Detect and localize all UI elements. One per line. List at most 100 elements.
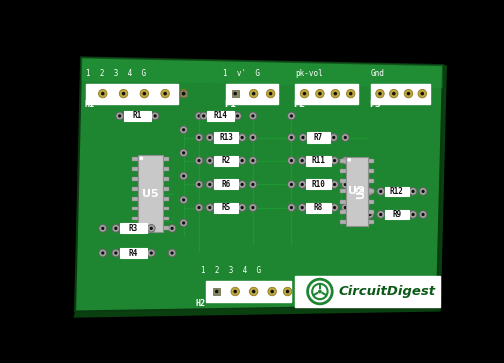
Bar — [163, 177, 169, 181]
Circle shape — [238, 134, 246, 141]
Bar — [123, 111, 151, 121]
Circle shape — [215, 290, 219, 293]
Circle shape — [407, 92, 410, 95]
Circle shape — [139, 156, 143, 160]
Bar — [340, 210, 346, 214]
Circle shape — [238, 181, 246, 188]
Circle shape — [233, 92, 237, 95]
Circle shape — [150, 252, 153, 254]
Circle shape — [170, 252, 174, 254]
Bar — [295, 83, 358, 103]
Circle shape — [122, 92, 125, 95]
Circle shape — [300, 183, 304, 186]
Circle shape — [249, 134, 257, 141]
Bar — [340, 169, 346, 173]
Text: R9: R9 — [392, 210, 402, 219]
Text: R5: R5 — [221, 203, 231, 212]
Circle shape — [180, 149, 187, 157]
Circle shape — [334, 92, 337, 95]
Polygon shape — [74, 305, 441, 318]
Circle shape — [251, 136, 255, 139]
Bar — [180, 90, 187, 97]
Circle shape — [249, 157, 257, 164]
Bar — [132, 197, 138, 201]
Circle shape — [170, 227, 174, 230]
Circle shape — [143, 92, 146, 95]
Circle shape — [99, 224, 107, 232]
Circle shape — [318, 290, 322, 293]
Circle shape — [420, 92, 424, 95]
Circle shape — [236, 114, 239, 118]
Circle shape — [198, 114, 201, 118]
Circle shape — [154, 114, 157, 118]
Circle shape — [114, 252, 117, 254]
Bar — [163, 167, 169, 171]
Bar — [340, 159, 346, 163]
Circle shape — [99, 249, 107, 257]
Bar — [119, 248, 147, 258]
Circle shape — [195, 157, 203, 164]
Circle shape — [409, 211, 417, 219]
Circle shape — [341, 134, 349, 141]
Text: P3: P3 — [369, 101, 381, 110]
Circle shape — [409, 188, 417, 195]
Bar — [367, 200, 374, 204]
Circle shape — [316, 89, 324, 98]
Bar — [132, 207, 138, 211]
Polygon shape — [81, 57, 443, 88]
Circle shape — [298, 204, 306, 211]
Bar — [295, 276, 440, 307]
Circle shape — [182, 198, 185, 201]
Circle shape — [168, 224, 176, 232]
Text: R3: R3 — [129, 224, 138, 233]
Circle shape — [299, 134, 307, 141]
Circle shape — [390, 89, 398, 98]
Circle shape — [318, 92, 322, 95]
Bar — [385, 187, 409, 196]
Circle shape — [288, 134, 295, 141]
Text: 1  v'  G: 1 v' G — [223, 69, 260, 78]
Bar — [367, 210, 374, 214]
Circle shape — [286, 290, 289, 293]
Circle shape — [288, 204, 295, 211]
Circle shape — [198, 159, 201, 162]
Circle shape — [195, 112, 203, 120]
Circle shape — [368, 190, 371, 193]
Bar — [385, 210, 409, 219]
Text: H1: H1 — [84, 101, 94, 110]
Circle shape — [344, 206, 347, 209]
Bar — [138, 155, 163, 232]
Bar — [226, 83, 278, 103]
Circle shape — [98, 89, 107, 98]
Circle shape — [118, 114, 121, 118]
Circle shape — [300, 89, 309, 98]
Text: pk-vol: pk-vol — [295, 69, 323, 78]
Bar — [213, 288, 220, 295]
Circle shape — [368, 213, 371, 216]
Circle shape — [341, 181, 349, 188]
Circle shape — [366, 211, 374, 219]
Circle shape — [240, 136, 244, 139]
Text: R6: R6 — [221, 180, 231, 189]
Circle shape — [267, 89, 275, 98]
Circle shape — [208, 183, 211, 186]
Circle shape — [234, 112, 241, 120]
Circle shape — [298, 181, 306, 188]
Bar — [132, 217, 138, 220]
Text: R13: R13 — [219, 133, 233, 142]
Circle shape — [421, 190, 425, 193]
Bar — [232, 90, 238, 97]
Circle shape — [251, 114, 255, 118]
Circle shape — [288, 112, 295, 120]
Circle shape — [268, 287, 276, 296]
Circle shape — [151, 112, 159, 120]
Bar — [367, 189, 374, 193]
Circle shape — [240, 159, 244, 162]
Bar — [119, 223, 147, 233]
Circle shape — [332, 136, 335, 139]
Circle shape — [366, 188, 374, 195]
Circle shape — [163, 92, 167, 95]
Circle shape — [331, 181, 338, 188]
Circle shape — [161, 89, 169, 98]
Circle shape — [238, 157, 246, 164]
